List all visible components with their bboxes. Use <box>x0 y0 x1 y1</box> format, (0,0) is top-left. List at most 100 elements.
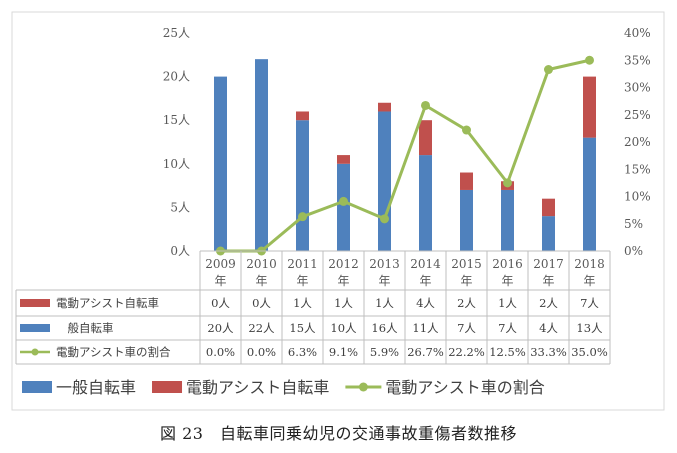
x-tick-suffix: 年 <box>255 274 267 288</box>
legend-label: 電動アシスト車の割合 <box>385 378 544 397</box>
figure-caption: 図 23 自転車同乗幼児の交通事故重傷者数推移 <box>160 424 517 443</box>
table-cell: 0人 <box>211 296 230 310</box>
table-legend-key <box>20 299 50 307</box>
x-tick-suffix: 年 <box>542 274 554 288</box>
table-row-label: 電動アシスト車の割合 <box>56 345 171 359</box>
x-tick-label: 2014 <box>410 257 441 271</box>
bar-2012-ippan <box>337 163 350 251</box>
chart-border <box>11 11 665 411</box>
y2-tick-label: 25% <box>624 108 651 122</box>
table-cell: 12.5% <box>489 345 526 359</box>
table-row-label: 電動アシスト自転車 <box>56 296 159 310</box>
bar-2018-ippan <box>583 137 596 251</box>
point-ratio-2016 <box>503 178 512 188</box>
bar-2013-dendo <box>378 102 391 112</box>
x-tick-label: 2017 <box>533 257 564 271</box>
y2-tick-label: 10% <box>624 190 651 204</box>
bar-2011-ippan <box>296 120 309 251</box>
x-tick-label: 2018 <box>574 257 605 271</box>
y-tick-label: 10人 <box>163 157 190 171</box>
point-ratio-2015 <box>462 125 471 135</box>
table-cell: 0人 <box>252 296 271 310</box>
x-tick-label: 2013 <box>369 257 400 271</box>
table-cell: 11人 <box>412 321 439 335</box>
point-ratio-2014 <box>421 100 430 110</box>
legend-key <box>22 381 52 393</box>
x-tick-suffix: 年 <box>501 274 513 288</box>
table-cell: 7人 <box>498 321 517 335</box>
x-tick-suffix: 年 <box>337 274 349 288</box>
x-tick-label: 2015 <box>451 257 482 271</box>
x-tick-suffix: 年 <box>296 274 308 288</box>
table-cell: 7人 <box>580 296 599 310</box>
x-tick-label: 2009 <box>205 257 236 271</box>
table-cell: 1人 <box>293 296 312 310</box>
y-tick-label: 15人 <box>163 113 190 127</box>
bar-2011-dendo <box>296 111 309 121</box>
table-cell: 6.3% <box>288 345 317 359</box>
table-cell: 15人 <box>289 321 316 335</box>
y2-tick-label: 20% <box>624 135 651 149</box>
table-cell: 1人 <box>375 296 394 310</box>
table-cell: 0.0% <box>247 345 276 359</box>
table-cell: 0.0% <box>206 345 235 359</box>
table-cell: 5.9% <box>370 345 399 359</box>
y2-tick-label: 0% <box>624 244 643 258</box>
point-ratio-2013 <box>380 214 389 224</box>
y2-tick-label: 5% <box>624 217 643 231</box>
x-tick-label: 2016 <box>492 257 523 271</box>
x-tick-suffix: 年 <box>583 274 595 288</box>
point-ratio-2017 <box>544 65 553 75</box>
legend-label: 一般自転車 <box>56 378 136 397</box>
y-tick-label: 0人 <box>170 244 190 258</box>
table-cell: 1人 <box>334 296 353 310</box>
y2-tick-label: 40% <box>624 26 651 40</box>
line-ratio <box>220 58 590 253</box>
y-tick-label: 5人 <box>170 200 190 214</box>
table-cell: 4人 <box>416 296 435 310</box>
table-cell: 2人 <box>539 296 558 310</box>
table-cell: 22人 <box>248 321 275 335</box>
bar-2016-ippan <box>501 189 514 251</box>
y-tick-label: 25人 <box>163 26 190 40</box>
bar-2015-ippan <box>460 189 473 251</box>
bar-2017-ippan <box>542 216 555 251</box>
table-cell: 7人 <box>457 321 476 335</box>
y2-tick-label: 30% <box>624 81 651 95</box>
bar-2012-dendo <box>337 155 350 164</box>
bar-2013-ippan <box>378 111 391 251</box>
table-cell: 1人 <box>498 296 517 310</box>
table-cell: 9.1% <box>329 345 358 359</box>
y-tick-label: 20人 <box>163 70 190 84</box>
x-tick-label: 2010 <box>246 257 277 271</box>
bar-2010-ippan <box>255 59 268 251</box>
bar-2014-dendo <box>419 120 432 156</box>
table-cell: 4人 <box>539 321 558 335</box>
legend-key <box>152 381 183 393</box>
table-cell: 20人 <box>207 321 234 335</box>
table-legend-key-marker <box>31 348 39 356</box>
table-cell: 33.3% <box>530 345 567 359</box>
table-legend-key <box>20 324 50 332</box>
table-cell: 16人 <box>371 321 398 335</box>
y2-tick-label: 35% <box>624 53 651 67</box>
bar-2018-dendo <box>583 76 596 138</box>
bar-2017-dendo <box>542 198 555 217</box>
table-cell: 26.7% <box>407 345 444 359</box>
bar-2015-dendo <box>460 172 473 190</box>
bar-2014-ippan <box>419 155 432 251</box>
table-cell: 35.0% <box>571 345 608 359</box>
table-row-label: 般自転車 <box>56 321 114 335</box>
x-tick-suffix: 年 <box>214 274 226 288</box>
point-ratio-2018 <box>585 55 594 65</box>
point-ratio-2011 <box>298 212 307 222</box>
x-tick-suffix: 年 <box>378 274 390 288</box>
table-cell: 10人 <box>330 321 357 335</box>
x-tick-suffix: 年 <box>419 274 431 288</box>
x-tick-label: 2012 <box>328 257 359 271</box>
table-cell: 13人 <box>576 321 603 335</box>
legend-label: 電動アシスト自転車 <box>186 378 329 397</box>
x-tick-label: 2011 <box>287 257 318 271</box>
table-cell: 22.2% <box>448 345 485 359</box>
